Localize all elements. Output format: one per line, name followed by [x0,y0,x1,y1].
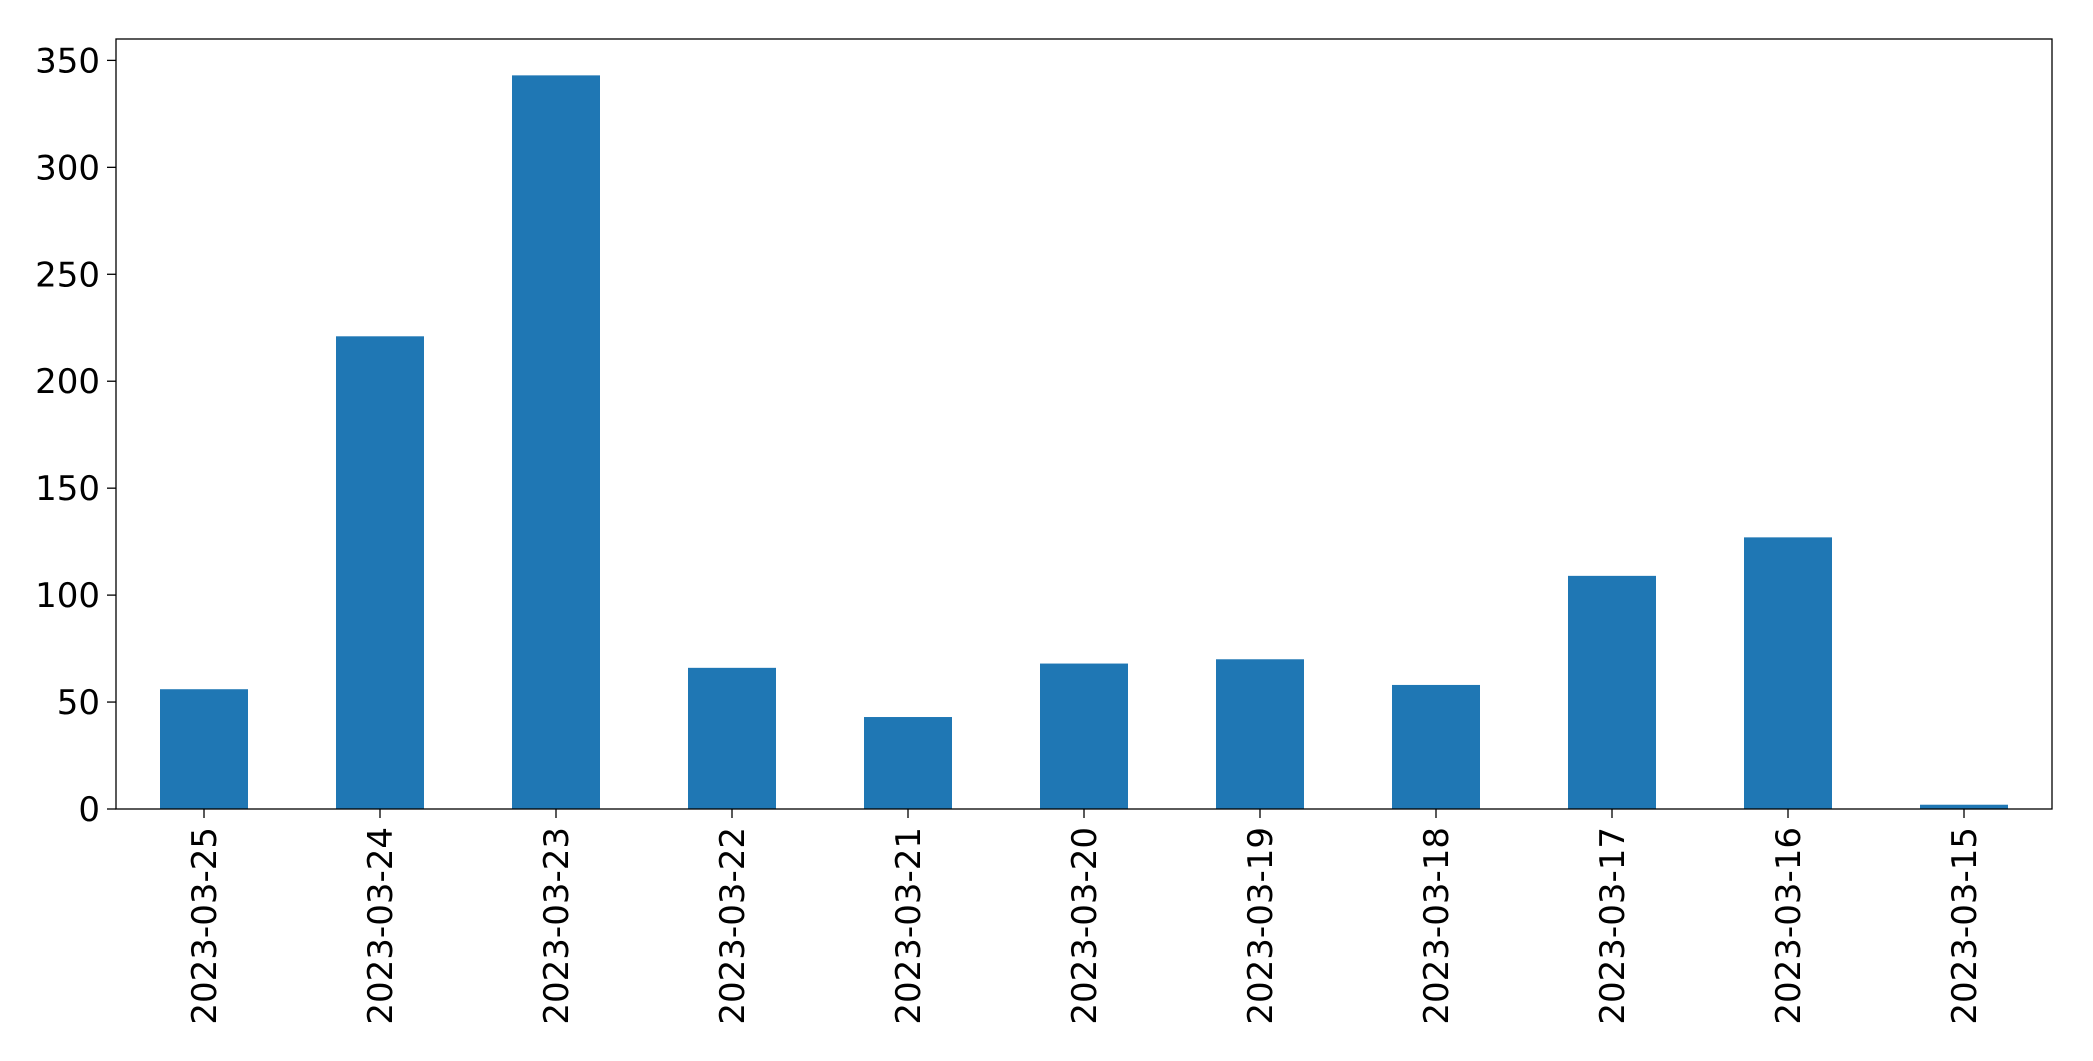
x-tick-label: 2023-03-25 [185,827,225,1025]
bar [336,336,424,809]
axes-frame [115,38,2053,810]
x-tick-label: 2023-03-22 [713,827,753,1025]
bar [1216,659,1304,809]
bar [1568,575,1656,809]
bar [688,667,776,809]
y-tick-label: 150 [35,469,100,509]
bar [160,689,248,809]
x-tick-label: 2023-03-24 [361,827,401,1025]
y-tick-label: 350 [35,41,100,81]
bar [512,75,600,810]
x-tick-label: 2023-03-23 [537,827,577,1025]
x-tick-label: 2023-03-15 [1945,827,1985,1025]
x-tick-label: 2023-03-17 [1593,827,1633,1025]
bar [1392,684,1480,809]
x-tick-label: 2023-03-16 [1769,827,1809,1025]
y-tick-label: 50 [57,683,100,723]
bar [1920,804,2008,809]
y-tick-label: 100 [35,576,100,616]
y-tick-label: 250 [35,255,100,295]
x-tick-label: 2023-03-19 [1241,827,1281,1025]
y-tick-label: 0 [78,790,100,830]
bar [1744,537,1832,809]
bar [1040,663,1128,809]
bar [864,717,952,809]
x-tick-label: 2023-03-20 [1065,827,1105,1025]
y-tick-label: 200 [35,362,100,402]
x-tick-label: 2023-03-18 [1417,827,1457,1025]
x-tick-label: 2023-03-21 [889,827,929,1025]
y-tick-label: 300 [35,148,100,188]
